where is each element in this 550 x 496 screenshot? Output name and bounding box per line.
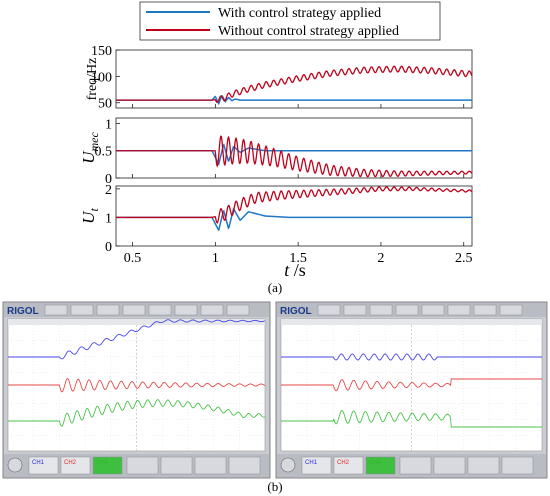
- legend-label-without: Without control strategy applied: [218, 24, 399, 39]
- toolbar-button[interactable]: [226, 304, 250, 316]
- y-tick-label: 0: [105, 172, 112, 187]
- series-without-control: [116, 186, 473, 224]
- measure-box: [160, 456, 193, 475]
- channel-button-ch1[interactable]: [301, 456, 332, 475]
- trace-ch2: [281, 378, 542, 392]
- trace-ch3: [281, 410, 542, 428]
- caption-b: (b): [267, 479, 282, 494]
- measure-box: [126, 456, 159, 475]
- toolbar-button[interactable]: [317, 304, 341, 316]
- channel-label: CH1: [305, 460, 318, 466]
- channel-button-ch2[interactable]: [333, 456, 364, 475]
- x-tick-label: 2.5: [455, 251, 473, 266]
- toolbar-button[interactable]: [343, 304, 367, 316]
- channel-label: CH3: [369, 460, 382, 466]
- measure-box: [433, 456, 466, 475]
- x-tick-label: 0.5: [124, 251, 142, 266]
- x-ticks: 0.5 1 1.5 2 2.5: [124, 251, 473, 266]
- toolbar-button[interactable]: [44, 304, 68, 316]
- toolbar-button[interactable]: [447, 304, 471, 316]
- measure-box: [399, 456, 432, 475]
- toolbar-button[interactable]: [369, 304, 393, 316]
- legend-box: [139, 1, 441, 41]
- subplot-frame: [115, 117, 473, 179]
- y-tick-label: 50: [98, 97, 112, 112]
- y-tick-label: 1: [105, 211, 112, 226]
- trace-ch3: [8, 399, 266, 427]
- y-tick-label: 2: [105, 183, 112, 198]
- channel-button-ch3[interactable]: [92, 456, 123, 475]
- subplot-3: 0 1 2 Ut: [79, 183, 473, 255]
- brand-logo: RIGOL: [7, 306, 39, 317]
- x-tick-label: 2: [377, 251, 384, 266]
- toolbar-button[interactable]: [70, 304, 94, 316]
- channel-label: CH1: [32, 460, 45, 466]
- y-axis-label: Ut: [79, 208, 101, 224]
- x-axis-label: t /s: [284, 260, 306, 280]
- scope-right: RIGOL CH1 CH2 CH3: [275, 301, 548, 479]
- channel-label: CH2: [337, 460, 350, 466]
- scope-left: RIGOL CH1 CH2 CH3: [2, 301, 271, 479]
- toolbar-button[interactable]: [395, 304, 419, 316]
- measure-box: [467, 456, 500, 475]
- caption-a: (a): [268, 280, 282, 295]
- toolbar-button[interactable]: [200, 304, 224, 316]
- measure-box: [194, 456, 227, 475]
- series-without-control: [116, 65, 473, 104]
- toolbar-button[interactable]: [473, 304, 497, 316]
- trace-ch2: [8, 378, 266, 393]
- series-without-control: [116, 135, 473, 178]
- channel-label: CH3: [96, 460, 109, 466]
- gear-icon[interactable]: [7, 457, 23, 473]
- toolbar-button[interactable]: [499, 304, 523, 316]
- gear-icon[interactable]: [280, 457, 296, 473]
- y-tick-label: 0.5: [95, 145, 113, 160]
- channel-button-ch2[interactable]: [60, 456, 91, 475]
- channel-label: CH2: [64, 460, 77, 466]
- channel-button-ch3[interactable]: [365, 456, 396, 475]
- toolbar-button[interactable]: [174, 304, 198, 316]
- channel-button-ch1[interactable]: [28, 456, 59, 475]
- trace-ch1: [8, 319, 266, 360]
- measure-box: [228, 456, 261, 475]
- y-tick-label: 1: [105, 117, 112, 132]
- screen-header: [281, 319, 542, 325]
- subplot-2: 0 0.5 1 Umec: [79, 117, 473, 187]
- y-tick-label: 150: [91, 44, 112, 59]
- x-tick-label: 1.5: [289, 251, 307, 266]
- trace-ch1: [281, 353, 542, 361]
- y-axis-label: freq/Hz: [85, 58, 100, 101]
- y-tick-label: 100: [91, 70, 112, 85]
- x-tick-label: 1: [212, 251, 219, 266]
- legend: With control strategy applied Without co…: [139, 1, 441, 41]
- measure-box: [501, 456, 534, 475]
- brand-logo: RIGOL: [280, 306, 312, 317]
- legend-label-with: With control strategy applied: [218, 6, 381, 21]
- toolbar-button[interactable]: [421, 304, 445, 316]
- panel-b: RIGOL CH1 CH2 CH3 RIGOL CH1 CH2 CH3: [2, 301, 548, 479]
- y-tick-label: 0: [105, 240, 112, 255]
- screen-header: [8, 319, 265, 325]
- toolbar-button[interactable]: [122, 304, 146, 316]
- y-axis-label: Umec: [79, 132, 101, 164]
- toolbar-button[interactable]: [148, 304, 172, 316]
- toolbar-button[interactable]: [96, 304, 120, 316]
